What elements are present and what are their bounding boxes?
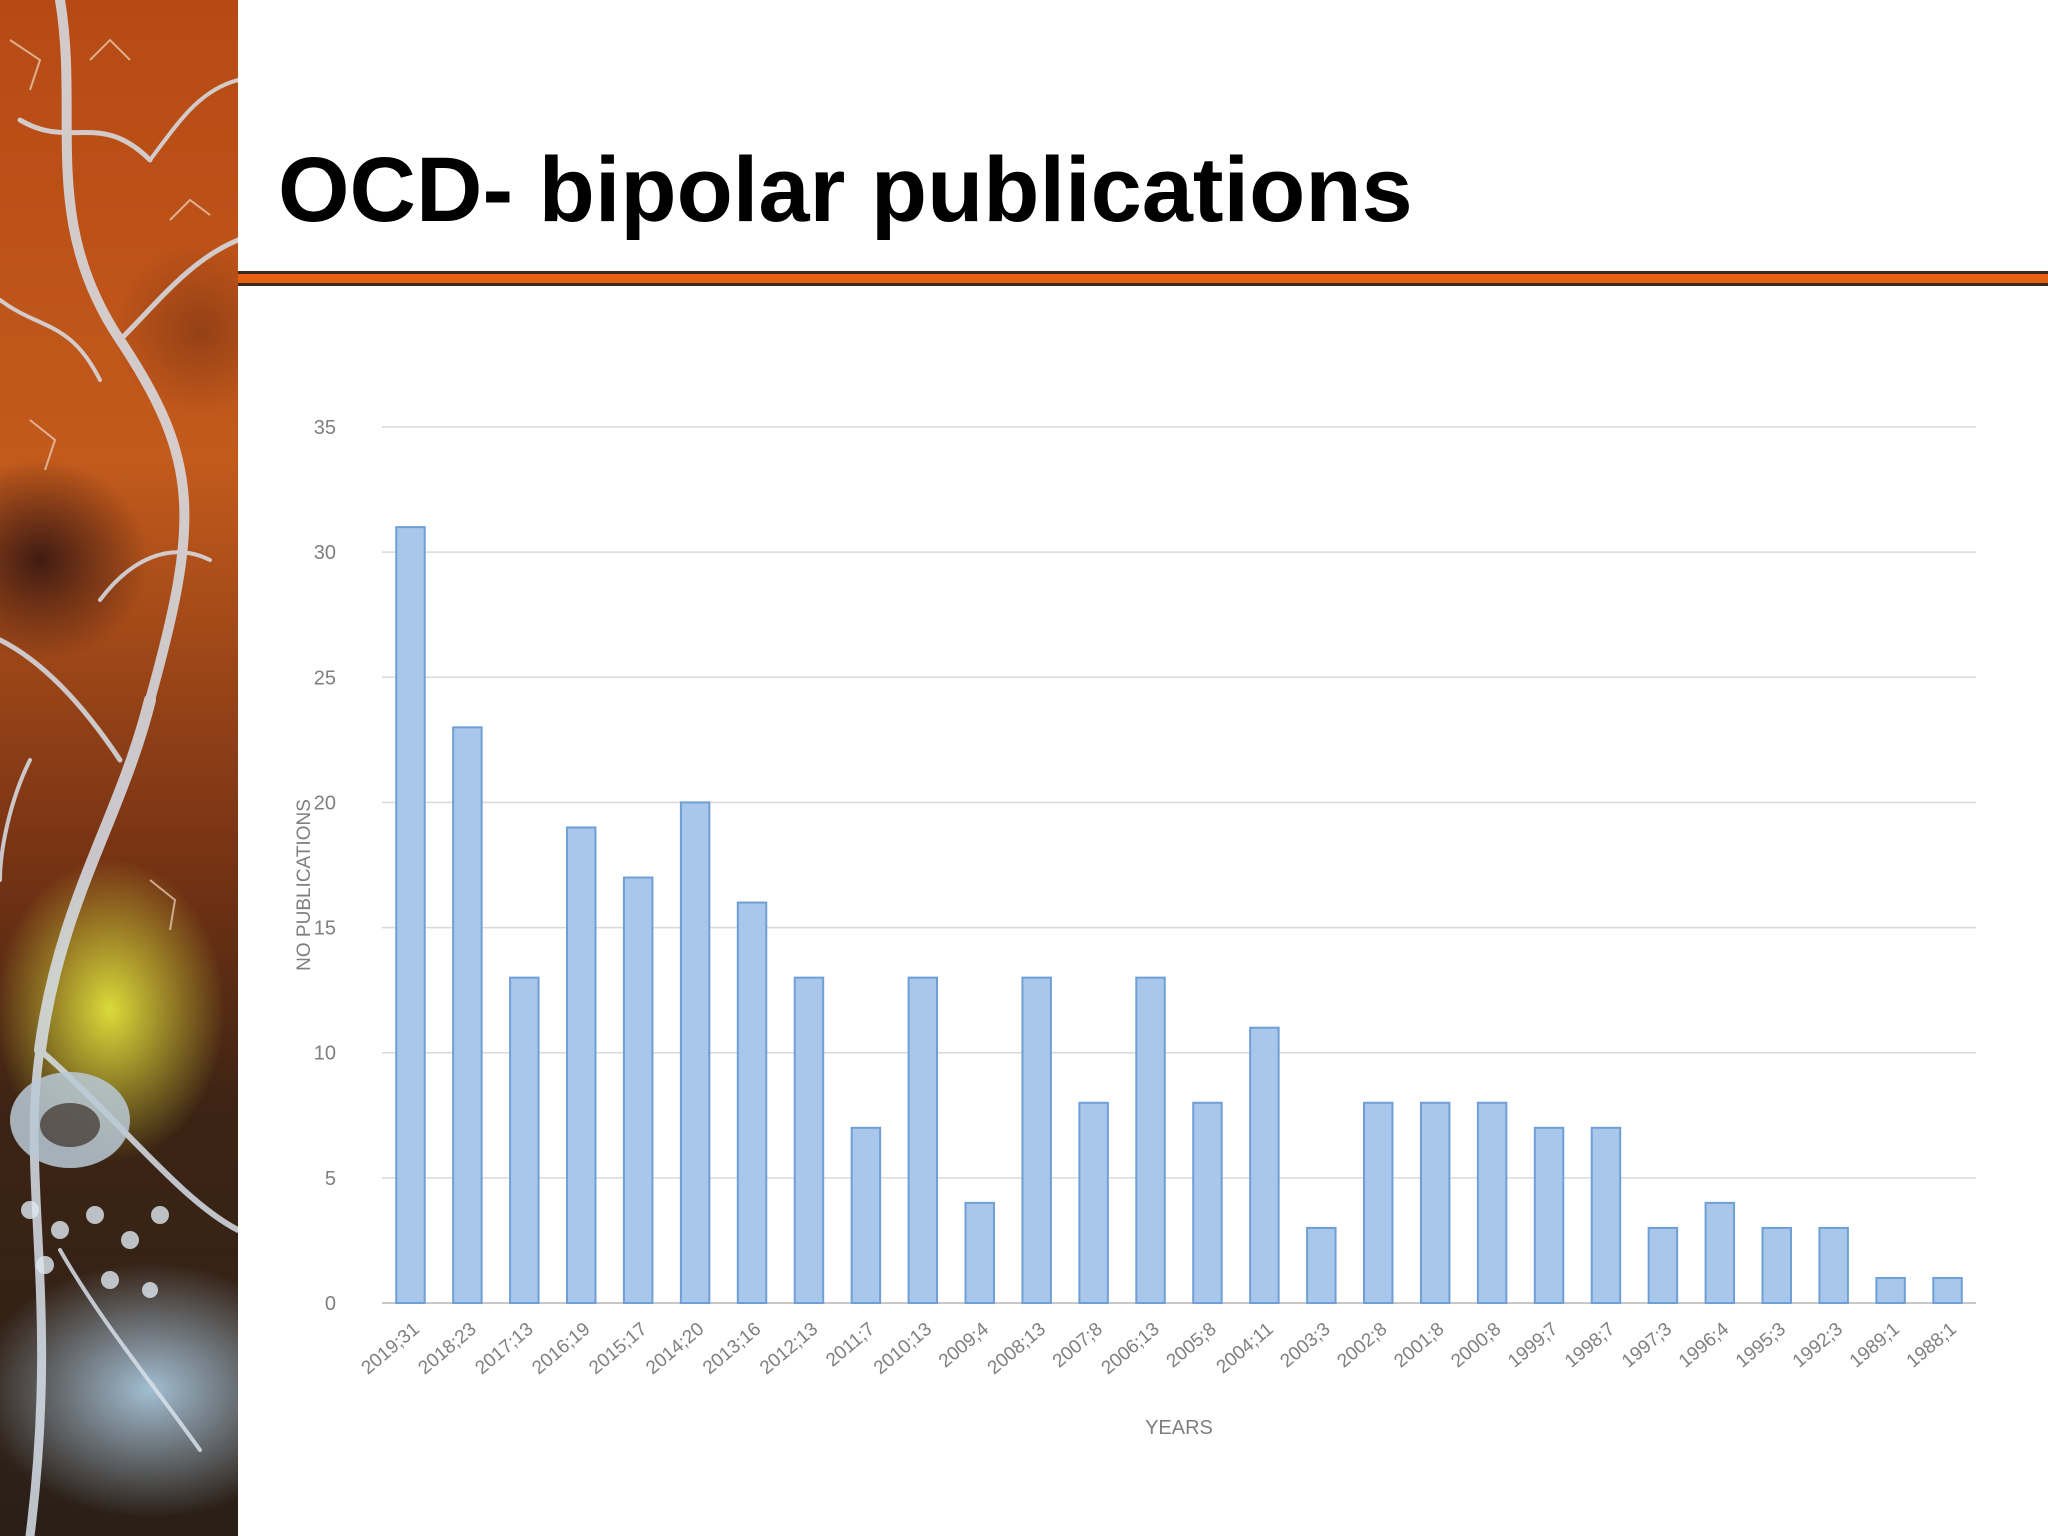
x-tick-label: 2018;23 bbox=[414, 1319, 480, 1379]
bar-2006;13 bbox=[1135, 976, 1166, 1305]
x-tick-label: 2013;16 bbox=[699, 1319, 765, 1379]
x-tick-label: 2003;3 bbox=[1277, 1319, 1335, 1372]
decorative-neuron-artwork bbox=[0, 0, 238, 1536]
x-tick-label: 1989;1 bbox=[1846, 1319, 1904, 1372]
x-tick-label: 1996;4 bbox=[1675, 1318, 1733, 1372]
bar-2002;8 bbox=[1363, 1101, 1394, 1304]
y-tick-label: 5 bbox=[325, 1168, 336, 1190]
bar-1995;3 bbox=[1761, 1226, 1792, 1305]
y-tick-label: 0 bbox=[325, 1293, 336, 1315]
bar-1997;3 bbox=[1647, 1226, 1679, 1305]
x-tick-label: 1998;7 bbox=[1561, 1319, 1619, 1372]
bar-2007;8 bbox=[1078, 1101, 1109, 1304]
bar-2015;17 bbox=[622, 876, 654, 1304]
bar-1989;1 bbox=[1875, 1276, 1906, 1305]
publications-bar-chart: 0 5 10 15 20 25 30 35 2019;312018;232017;132016… bbox=[294, 417, 1976, 1439]
bar-1999;7 bbox=[1533, 1126, 1565, 1304]
x-tick-label: 2005;8 bbox=[1163, 1319, 1221, 1372]
gridlines bbox=[382, 426, 1976, 1304]
neuron-illustration bbox=[0, 0, 238, 1536]
y-tick-label: 15 bbox=[314, 918, 336, 940]
bar-2013;16 bbox=[736, 901, 768, 1304]
slide-title: OCD- bipolar publications bbox=[278, 139, 1413, 241]
bar-2016;19 bbox=[566, 826, 597, 1304]
x-axis-ticks: 2019;312018;232017;132016;192015;172014;… bbox=[358, 1318, 1961, 1379]
x-tick-label: 2002;8 bbox=[1333, 1319, 1391, 1372]
bar-2008;13 bbox=[1021, 976, 1052, 1305]
bar-2011;7 bbox=[850, 1126, 882, 1304]
x-tick-label: 2008;13 bbox=[984, 1319, 1050, 1379]
title-rule-accent bbox=[238, 274, 2048, 283]
x-tick-label: 1992;3 bbox=[1789, 1319, 1847, 1372]
bars bbox=[395, 526, 1963, 1305]
x-tick-label: 2006;13 bbox=[1098, 1319, 1164, 1379]
y-axis-label: NO PUBLICATIONS bbox=[294, 799, 315, 971]
bar-2012;13 bbox=[793, 976, 825, 1305]
y-tick-label: 20 bbox=[314, 792, 336, 814]
x-axis-label: YEARS bbox=[1145, 1417, 1213, 1439]
bar-2017;13 bbox=[509, 976, 540, 1305]
bar-2001;8 bbox=[1419, 1101, 1451, 1304]
bar-1998;7 bbox=[1590, 1126, 1622, 1304]
bar-1992;3 bbox=[1818, 1226, 1849, 1305]
x-tick-label: 2019;31 bbox=[358, 1319, 424, 1379]
x-tick-label: 2012;13 bbox=[756, 1319, 822, 1379]
x-tick-label: 1995;3 bbox=[1732, 1319, 1790, 1372]
x-tick-label: 2000;8 bbox=[1447, 1319, 1505, 1372]
x-tick-label: 1999;7 bbox=[1504, 1319, 1562, 1372]
bar-2014;20 bbox=[679, 801, 711, 1304]
x-tick-label: 2016;19 bbox=[528, 1319, 594, 1379]
x-tick-label: 1988;1 bbox=[1903, 1319, 1961, 1372]
x-tick-label: 1997;3 bbox=[1618, 1319, 1676, 1372]
y-tick-label: 35 bbox=[314, 417, 336, 439]
y-axis-ticks: 0 5 10 15 20 25 30 35 bbox=[314, 417, 336, 1315]
x-tick-label: 2017;13 bbox=[471, 1319, 537, 1379]
bar-1988;1 bbox=[1932, 1276, 1963, 1305]
x-tick-label: 2015;17 bbox=[585, 1319, 651, 1379]
y-tick-label: 25 bbox=[314, 667, 336, 689]
x-tick-label: 2004;11 bbox=[1213, 1319, 1278, 1378]
title-rule-dark-bottom bbox=[238, 283, 2048, 286]
x-tick-label: 2014;20 bbox=[642, 1319, 708, 1379]
title-rule-dark-top bbox=[238, 271, 2048, 274]
bar-2019;31 bbox=[395, 526, 426, 1305]
y-tick-label: 30 bbox=[314, 542, 336, 564]
bar-2018;23 bbox=[452, 726, 483, 1305]
x-tick-label: 2010;13 bbox=[870, 1319, 936, 1379]
bar-2000;8 bbox=[1476, 1101, 1508, 1304]
x-tick-label: 2001;8 bbox=[1390, 1319, 1448, 1372]
bar-2009;4 bbox=[964, 1201, 995, 1305]
bar-2003;3 bbox=[1306, 1226, 1337, 1305]
bar-2005;8 bbox=[1192, 1101, 1223, 1304]
bar-1996;4 bbox=[1704, 1201, 1736, 1305]
bar-2010;13 bbox=[907, 976, 939, 1305]
y-tick-label: 10 bbox=[314, 1043, 336, 1065]
bar-2004;11 bbox=[1249, 1026, 1280, 1305]
